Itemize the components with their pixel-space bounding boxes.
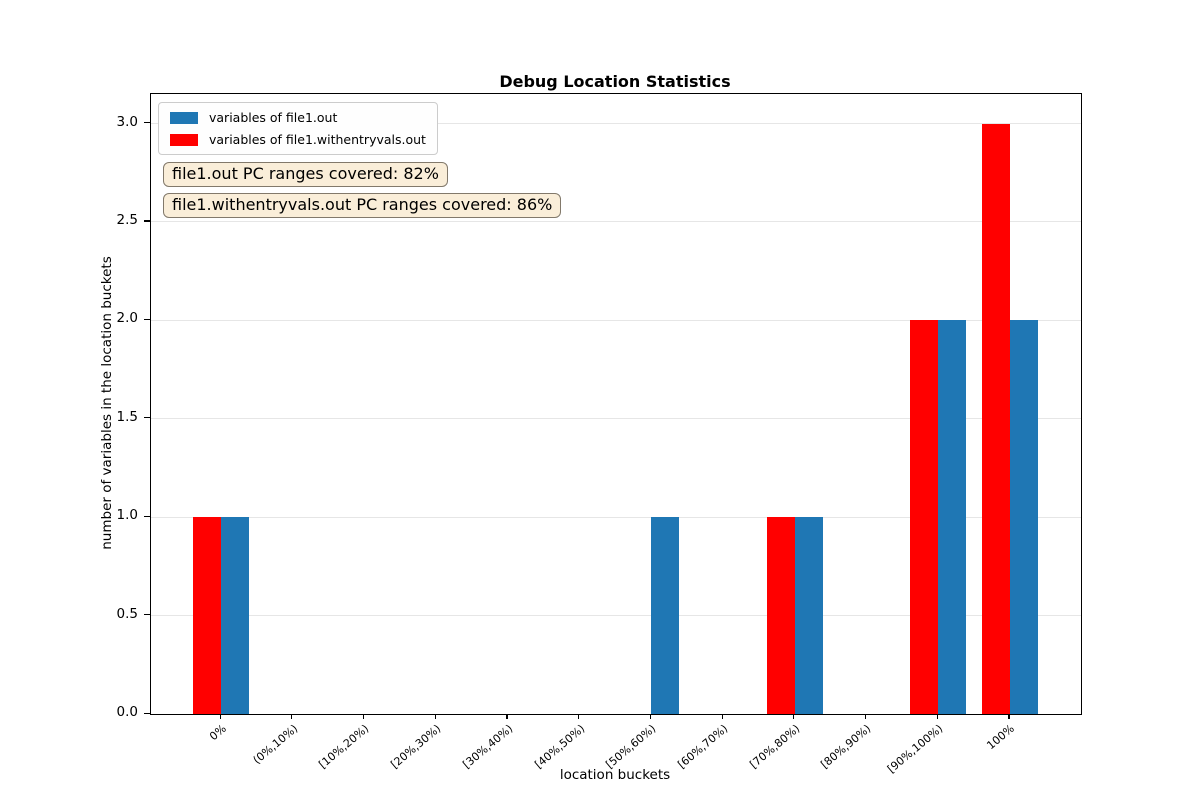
x-tick-text: [30%,40%) (460, 722, 516, 772)
y-tick-mark (144, 220, 150, 222)
legend-label: variables of file1.withentryvals.out (209, 132, 426, 147)
y-tick-label: 2.0 (116, 310, 138, 327)
bar (221, 517, 249, 714)
legend-item: variables of file1.withentryvals.out (170, 132, 426, 147)
x-tick-text: [50%,60%) (603, 722, 659, 772)
gridline (151, 516, 1081, 518)
x-tick-mark (291, 714, 293, 719)
bar (794, 517, 823, 714)
y-axis-label: number of variables in the location buck… (99, 256, 115, 550)
y-tick-label: 0.5 (116, 605, 138, 622)
x-tick-text: [20%,30%) (388, 722, 444, 772)
annotation-box: file1.withentryvals.out PC ranges covere… (163, 193, 562, 218)
x-tick-mark (721, 714, 723, 719)
y-tick-mark (144, 712, 150, 714)
bar (1009, 320, 1038, 714)
legend-label: variables of file1.out (209, 110, 338, 125)
legend-swatch (170, 111, 198, 124)
y-tick-mark (144, 515, 150, 517)
x-tick-mark (362, 714, 365, 719)
x-tick-text: 0% (206, 722, 229, 744)
y-tick-label: 1.0 (116, 507, 138, 524)
x-tick-mark (864, 714, 867, 719)
y-tick-label: 0.0 (116, 704, 138, 720)
y-tick-label: 3.0 (116, 113, 138, 130)
chart-title: Debug Location Statistics (499, 72, 731, 91)
y-tick-label: 1.5 (116, 408, 138, 425)
bar (910, 320, 939, 714)
y-tick-mark (144, 614, 150, 616)
x-tick-text: [80%,90%) (818, 722, 874, 772)
plot-area: variables of file1.out variables of file1… (150, 93, 1082, 715)
y-tick-mark (144, 417, 150, 419)
x-tick-text: [70%,80%) (747, 722, 803, 772)
gridline (151, 615, 1081, 617)
annotation-text: file1.out PC ranges covered: 82% (172, 164, 439, 183)
x-tick-mark (649, 714, 651, 719)
y-tick-mark (144, 318, 150, 321)
annotation-text: file1.withentryvals.out PC ranges covere… (172, 195, 553, 214)
gridline (151, 418, 1081, 420)
gridline (151, 123, 1081, 125)
y-tick-label: 2.5 (116, 211, 138, 228)
y-tick-mark (144, 122, 150, 124)
x-tick-mark (506, 714, 508, 719)
bar (938, 320, 967, 714)
x-tick-text: [60%,70%) (675, 722, 731, 772)
x-tick-text: 100% (984, 722, 1018, 753)
bar (766, 517, 795, 714)
legend-item: variables of file1.out (170, 110, 426, 125)
annotation-box: file1.out PC ranges covered: 82% (163, 162, 448, 187)
legend-swatch (170, 133, 198, 146)
x-tick-mark (219, 714, 221, 719)
x-tick-mark (434, 714, 436, 719)
bar (651, 517, 680, 714)
bar (193, 517, 221, 714)
bar (981, 123, 1010, 714)
x-axis-label: location buckets (559, 767, 671, 783)
gridline (151, 221, 1081, 223)
x-tick-mark (1008, 714, 1010, 719)
gridline (151, 319, 1081, 321)
x-tick-mark (578, 714, 580, 719)
x-tick-text: (0%,10%) (250, 722, 301, 767)
x-tick-text: [40%,50%) (531, 722, 587, 772)
legend: variables of file1.out variables of file1… (158, 102, 438, 155)
x-tick-text: [10%,20%) (316, 722, 372, 772)
x-tick-mark (793, 714, 795, 719)
x-tick-mark (936, 714, 938, 719)
